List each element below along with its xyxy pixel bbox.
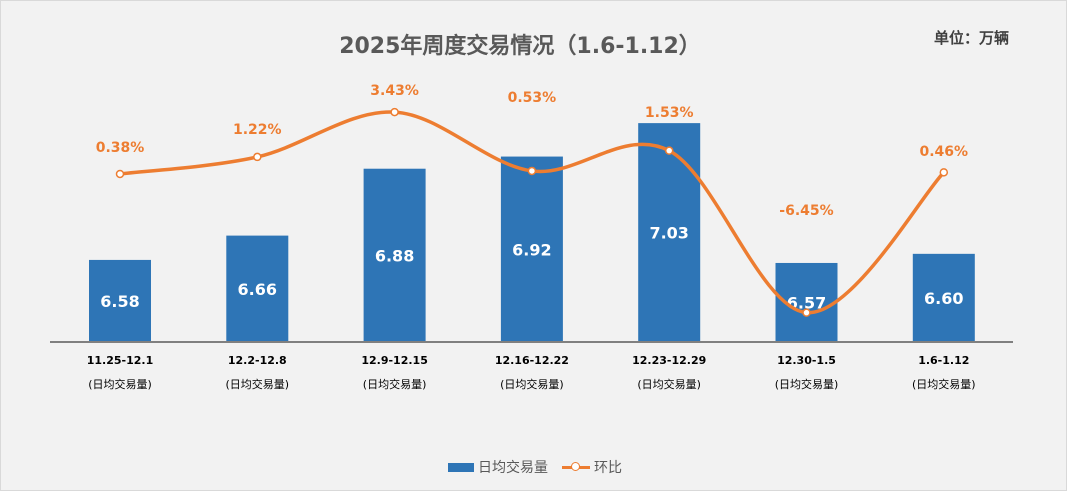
mom-value-label: -6.45% (779, 203, 833, 219)
bar-value-label: 6.92 (512, 240, 551, 259)
mom-point (664, 146, 674, 155)
mom-value-label: 1.53% (645, 105, 694, 121)
mom-point (115, 169, 125, 179)
bar (638, 123, 701, 343)
x-tick-sublabel: (日均交易量) (88, 377, 152, 391)
x-tick-sublabel: (日均交易量) (637, 377, 701, 391)
bar (89, 259, 151, 342)
x-tick-sublabel: (日均交易量) (775, 377, 839, 391)
x-tick-label: 12.2-12.8 (228, 354, 287, 367)
x-tick-sublabel: (日均交易量) (363, 377, 427, 391)
bar-value-label: 6.57 (787, 293, 826, 312)
legend-label-mom: 环比 (594, 460, 622, 476)
bar (363, 168, 426, 342)
bar-value-label: 6.66 (238, 280, 277, 299)
mom-point (253, 152, 262, 162)
legend-line-swatch (562, 461, 590, 471)
x-tick-label: 12.23-12.29 (632, 354, 706, 367)
x-tick-label: 1.6-1.12 (918, 354, 969, 367)
x-tick-sublabel: (日均交易量) (912, 377, 976, 391)
bar-value-label: 7.03 (649, 224, 688, 243)
mom-value-label: 3.43% (370, 83, 419, 99)
mom-point (527, 166, 537, 176)
x-tick-label: 11.25-12.1 (87, 354, 154, 367)
mom-value-label: 0.53% (508, 90, 557, 106)
mom-point (802, 308, 811, 317)
bar (912, 253, 975, 342)
mom-value-label: 0.46% (920, 144, 969, 160)
mom-value-label: 1.22% (233, 122, 282, 138)
bar (500, 156, 563, 342)
x-tick-sublabel: (日均交易量) (500, 377, 564, 391)
mom-point (939, 168, 949, 177)
legend-label-volume: 日均交易量 (478, 460, 548, 476)
x-tick-sublabel: (日均交易量) (226, 377, 290, 391)
x-tick-label: 12.16-12.22 (495, 354, 569, 367)
mom-point (390, 107, 399, 117)
unit-label: 单位：万辆 (933, 29, 1009, 47)
bar-value-label: 6.60 (924, 289, 963, 308)
x-tick-label: 12.30-1.5 (777, 354, 836, 367)
chart-title: 2025年周度交易情况（1.6-1.12） (339, 34, 701, 59)
bar (226, 235, 289, 342)
x-tick-label: 12.9-12.15 (361, 354, 428, 367)
legend: 日均交易量 环比 (448, 457, 622, 477)
mom-value-label: 0.38% (96, 140, 145, 156)
bar-value-label: 6.58 (100, 292, 139, 311)
bar-value-label: 6.88 (375, 246, 414, 265)
legend-bar-swatch (448, 462, 474, 472)
